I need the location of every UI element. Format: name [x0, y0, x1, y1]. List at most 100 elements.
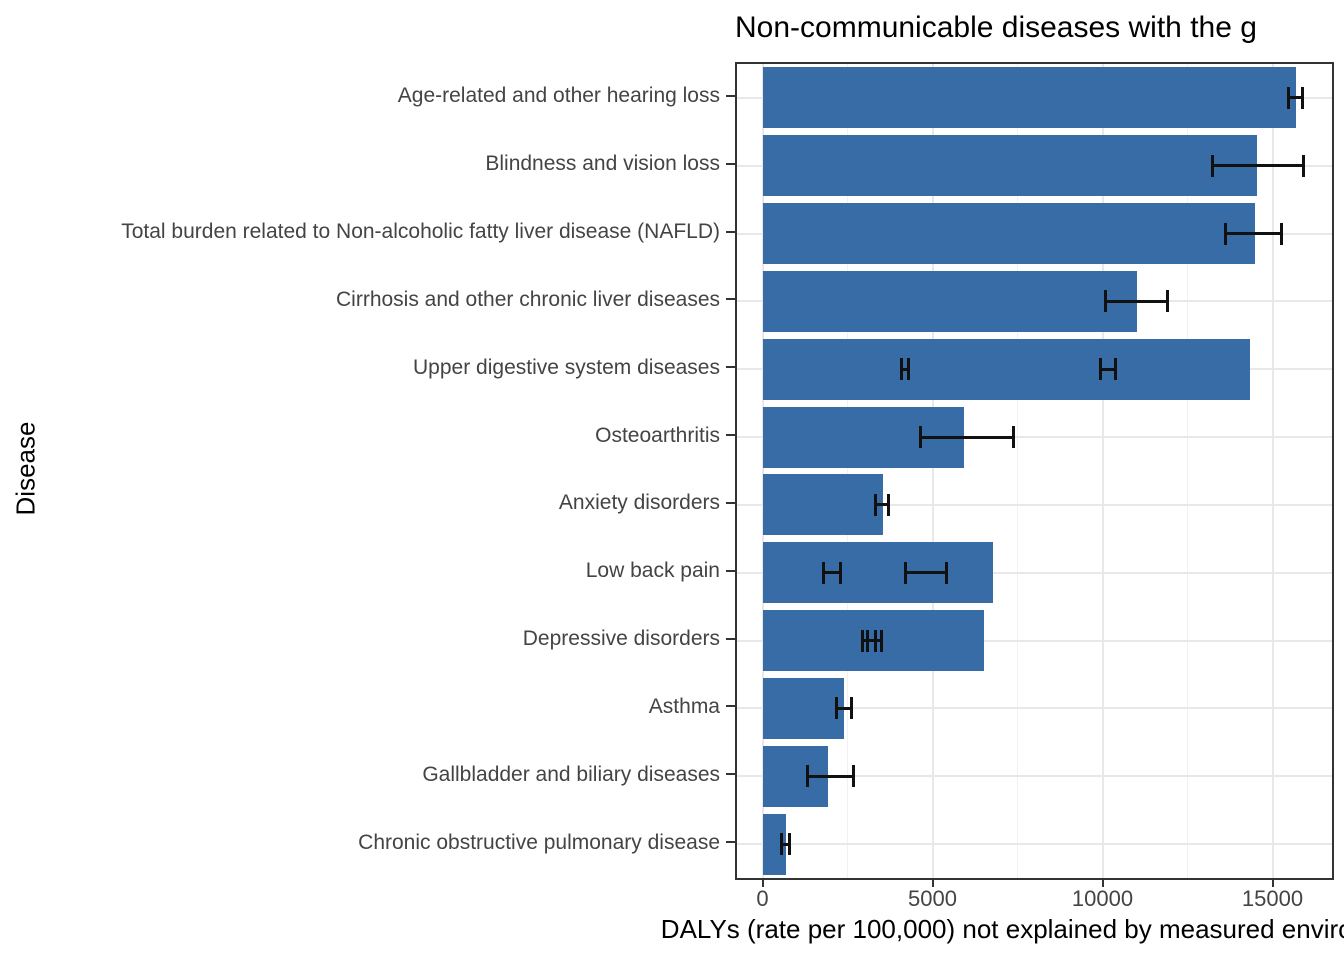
error-bar-cap-left	[918, 426, 922, 449]
error-bar	[918, 426, 1016, 449]
bar	[762, 270, 1137, 332]
error-bar-cap-right	[851, 765, 855, 788]
category-label: Blindness and vision loss	[485, 152, 720, 176]
gridline-minor-x	[1017, 64, 1018, 878]
error-bar-cap-right	[849, 697, 853, 720]
error-bar-line	[1099, 367, 1118, 371]
plot-panel	[735, 62, 1334, 880]
gridline-major-x	[761, 64, 764, 878]
category-label: Low back pain	[585, 559, 720, 583]
error-bar-cap-right	[1280, 222, 1284, 245]
error-bar-line	[866, 639, 883, 643]
gridline-major-y	[737, 503, 1332, 506]
bar	[762, 67, 1296, 129]
error-bar	[1287, 86, 1305, 109]
y-tick-mark	[726, 569, 735, 572]
y-tick-mark	[726, 434, 735, 437]
error-bar-line	[918, 435, 1016, 439]
gridline-major-y	[737, 707, 1332, 710]
error-bar	[866, 629, 883, 652]
error-bar-cap-left	[1210, 154, 1214, 177]
error-bar	[806, 765, 855, 788]
error-bar	[1099, 358, 1118, 381]
error-bar-line	[1210, 164, 1306, 168]
error-bar-line	[822, 571, 843, 575]
gridline-major-x	[931, 64, 934, 878]
x-axis-title: DALYs (rate per 100,000) not explained b…	[660, 914, 1344, 944]
x-tick-label: 5000	[908, 886, 957, 911]
category-label: Depressive disorders	[522, 627, 720, 651]
chart-title: Non-communicable diseases with the g	[735, 11, 1257, 44]
error-bar-cap-right	[879, 629, 883, 652]
gridline-major-x	[1101, 64, 1104, 878]
error-bar-cap-left	[874, 493, 878, 516]
error-bar-cap-right	[788, 833, 792, 856]
bar	[762, 338, 1251, 400]
error-bar-cap-left	[779, 833, 783, 856]
error-bar	[1103, 290, 1169, 313]
y-tick-mark	[726, 298, 735, 301]
gridline-major-y	[737, 571, 1332, 574]
category-label: Total burden related to Non-alcoholic fa…	[121, 220, 720, 244]
error-bar-line	[1103, 299, 1169, 303]
error-bar-cap-left	[903, 561, 907, 584]
error-bar	[822, 561, 843, 584]
y-tick-mark	[726, 637, 735, 640]
error-bar	[834, 697, 853, 720]
error-bar	[899, 358, 911, 381]
error-bar-cap-right	[945, 561, 949, 584]
error-bar-line	[779, 842, 792, 846]
x-tick-label: 0	[756, 886, 769, 911]
gridline-minor-x	[1187, 64, 1188, 878]
error-bar-cap-left	[822, 561, 825, 584]
error-bar-cap-left	[1099, 358, 1103, 381]
error-bar	[779, 833, 792, 856]
category-label: Gallbladder and biliary diseases	[422, 762, 720, 786]
error-bar-cap-right	[1301, 86, 1305, 109]
x-tick-mark	[1271, 878, 1274, 887]
bar	[762, 474, 883, 536]
error-bar-line	[1287, 96, 1305, 100]
error-bar-cap-right	[1165, 290, 1169, 313]
error-bar-cap-left	[1223, 222, 1227, 245]
gridline-major-x	[1271, 64, 1274, 878]
category-label: Chronic obstructive pulmonary disease	[358, 830, 720, 854]
x-tick-mark	[1101, 878, 1104, 887]
y-tick-mark	[726, 841, 735, 844]
gridline-major-y	[737, 775, 1332, 778]
error-bar-cap-right	[886, 493, 890, 516]
y-tick-mark	[726, 773, 735, 776]
category-label: Anxiety disorders	[558, 491, 720, 515]
error-bar	[874, 493, 890, 516]
error-bar-line	[899, 367, 911, 371]
bar	[762, 542, 994, 604]
bar	[762, 135, 1257, 197]
error-bar-cap-right	[839, 561, 843, 584]
category-label: Asthma	[648, 694, 720, 718]
x-tick-label: 15000	[1241, 886, 1304, 911]
bar	[762, 203, 1255, 265]
error-bar-cap-left	[1287, 86, 1291, 109]
error-bar-cap-right	[1012, 426, 1016, 449]
category-label: Osteoarthritis	[595, 423, 720, 447]
gridline-major-y	[737, 436, 1332, 439]
error-bar-line	[874, 503, 890, 507]
error-bar-line	[1223, 232, 1284, 236]
error-bar-cap-left	[861, 629, 865, 652]
error-bar-line	[834, 706, 853, 710]
x-tick-mark	[761, 878, 764, 887]
gridline-minor-x	[847, 64, 848, 878]
error-bar-cap-left	[899, 358, 903, 381]
error-bar	[903, 561, 949, 584]
gridline-major-y	[737, 639, 1332, 642]
bar	[762, 677, 845, 739]
category-label: Upper digestive system diseases	[413, 355, 720, 379]
x-tick-mark	[931, 878, 934, 887]
error-bar-cap-right	[1114, 358, 1118, 381]
category-label: Age-related and other hearing loss	[397, 84, 720, 108]
error-bar-cap-left	[866, 629, 870, 652]
gridline-major-y	[737, 843, 1332, 846]
error-bar-cap-right	[907, 358, 911, 381]
error-bar-line	[903, 571, 949, 575]
